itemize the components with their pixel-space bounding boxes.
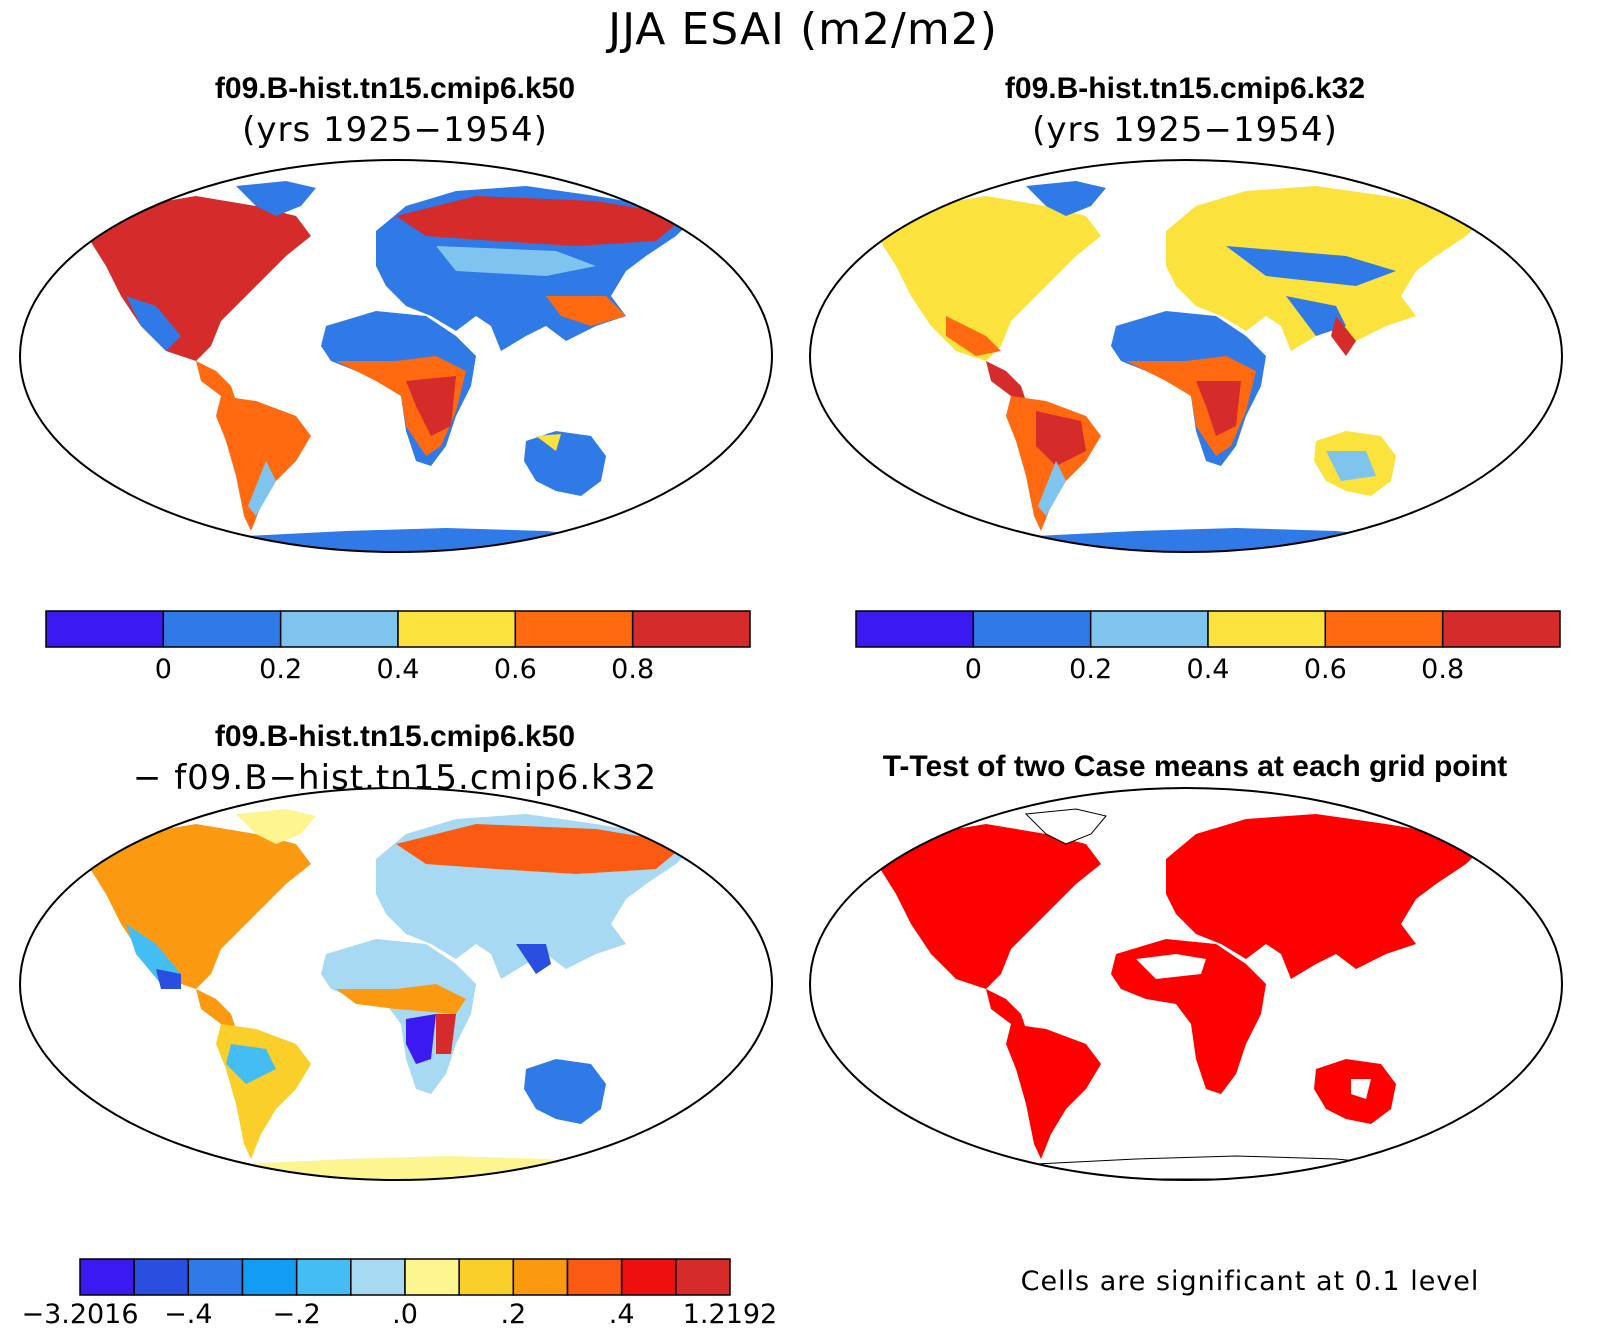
colorbar-panel-2	[855, 610, 1561, 648]
panel1-subtitle: (yrs 1925−1954)	[242, 110, 548, 150]
map-panel-1	[19, 159, 773, 553]
colorbar2-tick-label: 0.2	[1069, 654, 1113, 685]
colorbar1-tick-label: 0.8	[611, 654, 655, 685]
colorbar3-swatch	[350, 1258, 406, 1296]
colorbar3-swatch	[241, 1258, 298, 1296]
colorbar1-tick-label: 0.4	[376, 654, 420, 685]
colorbar1-swatch	[514, 610, 634, 648]
significance-note: Cells are significant at 0.1 level	[1020, 1266, 1480, 1297]
panel3-subtitle: − f09.B−hist.tn15.cmip6.k32	[132, 758, 658, 798]
colorbar1-swatch	[397, 610, 517, 648]
colorbar3-tick-label: 1.2192	[682, 1299, 778, 1330]
colorbar1-tick-label: 0.6	[493, 654, 537, 685]
colorbar2-swatch	[1441, 610, 1561, 648]
colorbar1-swatch	[162, 610, 282, 648]
map-panel-2	[809, 159, 1563, 553]
colorbar3-tick-label: −.2	[272, 1299, 321, 1330]
colorbar1-swatch	[631, 610, 751, 648]
colorbar2-swatch	[1089, 610, 1209, 648]
colorbar3-tick-label: −3.2016	[21, 1299, 139, 1330]
colorbar3-swatch	[512, 1258, 569, 1296]
colorbar2-tick-label: 0.6	[1303, 654, 1347, 685]
panel2-subtitle: (yrs 1925−1954)	[1032, 110, 1338, 150]
colorbar1-tick-label: 0.2	[259, 654, 303, 685]
colorbar-panel-1	[45, 610, 751, 648]
colorbar3-swatch	[620, 1258, 677, 1296]
colorbar3-swatch	[295, 1258, 352, 1296]
panel2-title: f09.B-hist.tn15.cmip6.k32	[1004, 72, 1366, 105]
colorbar2-tick-label: 0	[964, 654, 982, 685]
panel4-title: T-Test of two Case means at each grid po…	[882, 750, 1508, 783]
colorbar3-tick-label: .0	[392, 1299, 418, 1330]
colorbar3-swatch	[79, 1258, 135, 1296]
colorbar2-tick-label: 0.4	[1186, 654, 1230, 685]
colorbar3-tick-label: .2	[500, 1299, 527, 1330]
figure-title: JJA ESAI (m2/m2)	[608, 4, 998, 55]
colorbar3-tick-label: −.4	[164, 1299, 213, 1330]
colorbar2-swatch	[972, 610, 1092, 648]
colorbar2-swatch	[855, 610, 975, 648]
colorbar3-swatch	[675, 1258, 731, 1296]
map-panel-3	[19, 787, 773, 1181]
colorbar3-swatch	[187, 1258, 244, 1296]
panel3-title: f09.B-hist.tn15.cmip6.k50	[214, 720, 576, 753]
colorbar3-swatch	[458, 1258, 515, 1296]
colorbar1-swatch	[45, 610, 165, 648]
colorbar2-tick-label: 0.8	[1421, 654, 1465, 685]
colorbar3-swatch	[404, 1258, 460, 1296]
colorbar2-swatch	[1324, 610, 1444, 648]
map-panel-4	[809, 787, 1563, 1181]
colorbar3-swatch	[133, 1258, 190, 1296]
colorbar3-swatch	[566, 1258, 623, 1296]
colorbar1-tick-label: 0	[154, 654, 172, 685]
colorbar2-swatch	[1207, 610, 1327, 648]
colorbar3-tick-label: .4	[608, 1299, 635, 1330]
colorbar-difference	[79, 1258, 731, 1296]
panel1-title: f09.B-hist.tn15.cmip6.k50	[214, 72, 576, 105]
colorbar1-swatch	[279, 610, 399, 648]
